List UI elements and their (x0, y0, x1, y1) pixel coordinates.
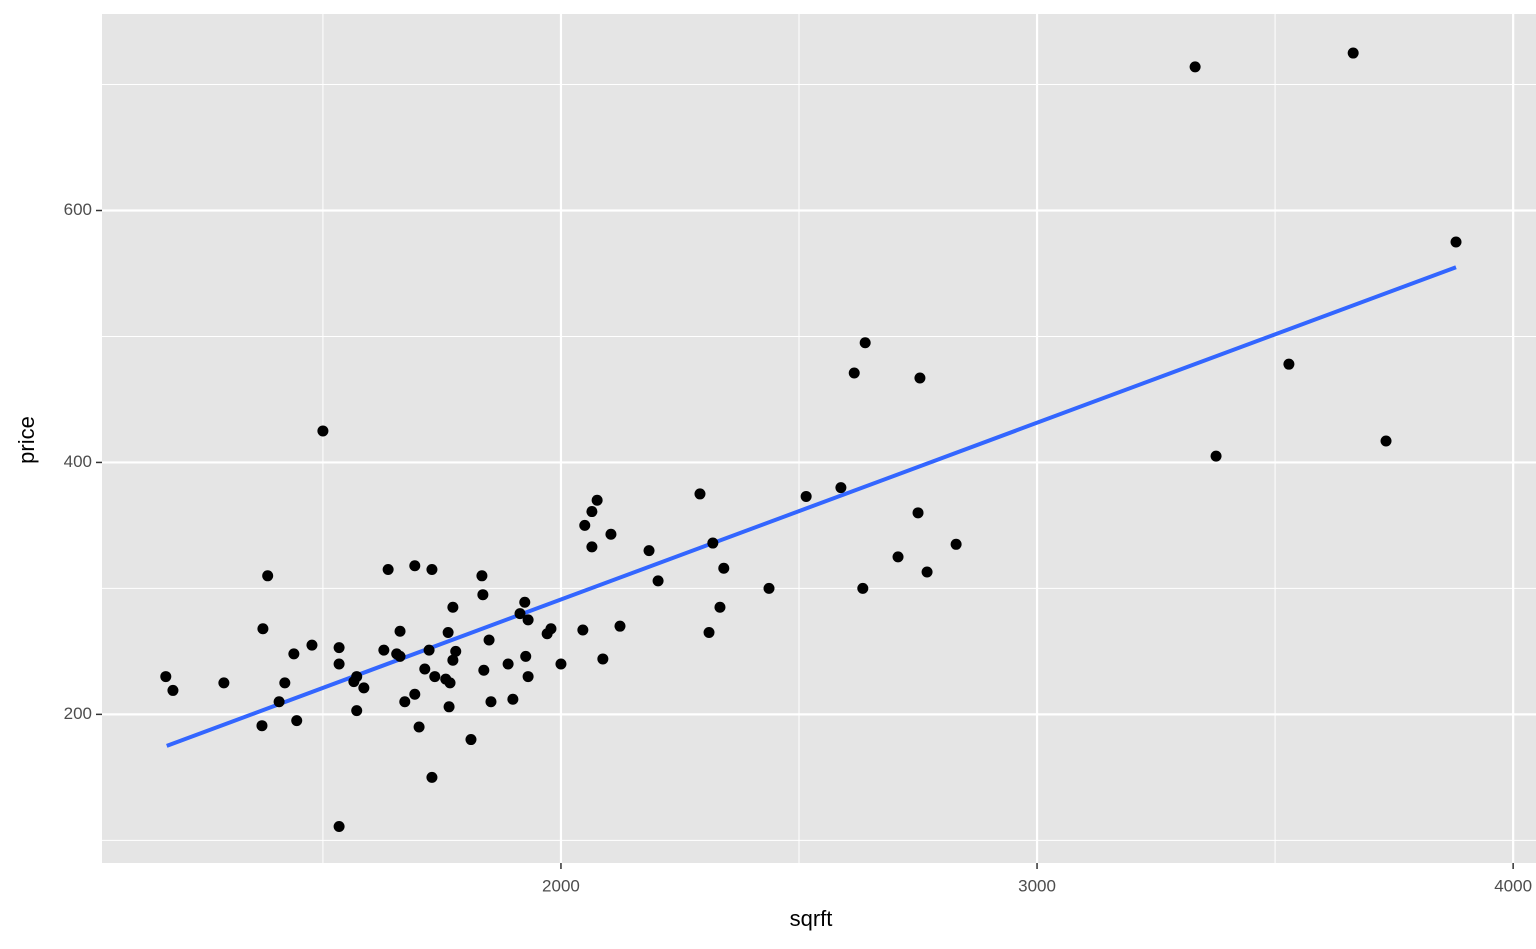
point (892, 551, 904, 563)
point (597, 653, 609, 665)
point (921, 566, 933, 578)
point (545, 623, 557, 635)
point (317, 425, 329, 437)
point (447, 654, 459, 666)
point (950, 538, 962, 550)
point (800, 490, 812, 502)
point (483, 634, 495, 646)
point (450, 645, 462, 657)
point (714, 601, 726, 613)
point (519, 596, 531, 608)
point (279, 677, 291, 689)
point (413, 721, 425, 733)
point (835, 482, 847, 494)
point (478, 664, 490, 676)
point (703, 626, 715, 638)
plot-panel (102, 14, 1536, 863)
point (586, 541, 598, 553)
point (1347, 47, 1359, 59)
x-tick-label: 2000 (542, 876, 580, 895)
point (423, 644, 435, 656)
point (591, 494, 603, 506)
point (914, 372, 926, 384)
point (577, 624, 589, 636)
point (447, 601, 459, 613)
point (351, 671, 363, 683)
point (382, 564, 394, 576)
point (218, 677, 230, 689)
point (442, 626, 454, 638)
point (262, 570, 274, 582)
point (394, 625, 406, 637)
point (614, 620, 626, 632)
point (160, 671, 172, 683)
point (426, 771, 438, 783)
point (502, 658, 514, 670)
point (555, 658, 567, 670)
point (485, 696, 497, 708)
y-tick-label: 600 (64, 200, 92, 219)
y-tick-label: 400 (64, 452, 92, 471)
point (520, 650, 532, 662)
point (333, 642, 345, 654)
point (476, 570, 488, 582)
x-tick-label: 4000 (1494, 876, 1532, 895)
point (522, 671, 534, 683)
point (333, 820, 345, 832)
point (1283, 358, 1295, 370)
fit-line (166, 265, 1457, 748)
point (429, 671, 441, 683)
point (333, 658, 345, 670)
point (707, 537, 719, 549)
x-tick-label: 3000 (1018, 876, 1056, 895)
point (848, 367, 860, 379)
point (694, 488, 706, 500)
point (643, 545, 655, 557)
point (288, 648, 300, 660)
point (1380, 435, 1392, 447)
point (257, 623, 269, 635)
point (419, 663, 431, 675)
point (351, 705, 363, 717)
point (291, 715, 303, 727)
point (465, 734, 477, 746)
y-axis-title: price (14, 416, 39, 464)
point (167, 684, 179, 696)
point (409, 688, 421, 700)
point (605, 528, 617, 540)
point (652, 575, 664, 587)
point (426, 564, 438, 576)
point (514, 608, 526, 620)
point (763, 582, 775, 594)
point (912, 507, 924, 519)
point (394, 650, 406, 662)
point (443, 701, 455, 713)
point (718, 562, 730, 574)
point (579, 519, 591, 531)
point (1210, 450, 1222, 462)
point (1189, 61, 1201, 73)
point (859, 337, 871, 349)
x-axis-title: sqrft (790, 906, 833, 931)
point (444, 677, 456, 689)
y-tick-label: 200 (64, 704, 92, 723)
point (256, 720, 268, 732)
point (358, 682, 370, 694)
point (507, 693, 519, 705)
point (273, 696, 285, 708)
point (1450, 236, 1462, 248)
point (857, 582, 869, 594)
point (306, 639, 318, 651)
point (477, 589, 489, 601)
point (522, 614, 534, 626)
point (409, 560, 421, 572)
point (586, 506, 598, 518)
point (378, 644, 390, 656)
point (399, 696, 411, 708)
